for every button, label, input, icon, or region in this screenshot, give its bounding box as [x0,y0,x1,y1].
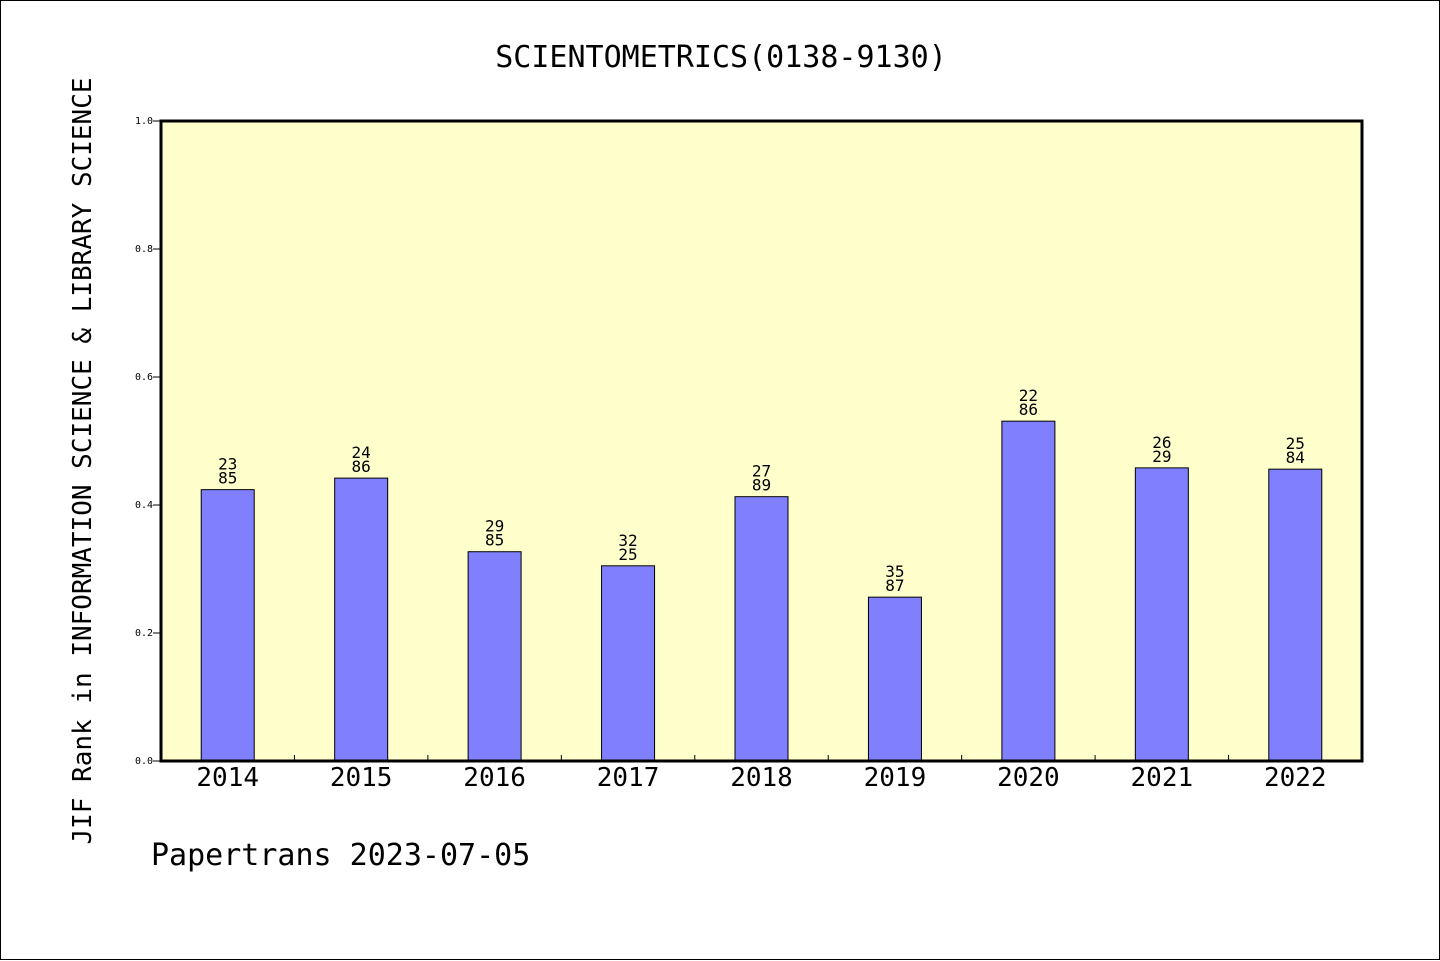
bar-label-top: 29 [485,517,504,536]
y-tick-label: 0.6 [135,372,153,383]
bar [200,489,255,762]
bar [1134,467,1189,762]
y-axis: 0.0 0.2 0.4 0.6 0.8 1.0 [135,116,161,767]
bar-label-bottom: 87 [885,576,904,595]
bar-label-bottom: 85 [218,469,237,488]
footer-credit: Papertrans 2023-07-05 [151,838,530,873]
x-tick-label: 2021 [1131,763,1194,793]
bar [467,551,522,762]
bar-label-top: 24 [352,443,371,462]
bar-label-bottom: 84 [1286,448,1305,467]
bar-label-bottom: 89 [752,476,771,495]
x-tick-label: 2016 [463,763,526,793]
y-tick-label: 1.0 [135,116,153,127]
bar-label-top: 35 [885,562,904,581]
bar [601,565,656,762]
bar-label-bottom: 29 [1152,447,1171,466]
bar-label-bottom: 85 [485,531,504,550]
bar-label-top: 32 [618,531,637,550]
bar-label-top: 25 [1286,434,1305,453]
bar-label-bottom: 25 [618,545,637,564]
bar-series [200,420,1323,762]
bar [1268,468,1323,762]
y-tick-label: 0.2 [135,628,153,639]
y-tick-label: 0.4 [135,500,153,511]
bar [1001,420,1056,762]
x-tick-label: 2017 [597,763,660,793]
bar-label-top: 27 [752,462,771,481]
bar-label-top: 22 [1019,386,1038,405]
bar-label-bottom: 86 [352,457,371,476]
bar [334,477,389,762]
bar-label-top: 23 [218,455,237,474]
plot-border [159,119,1364,763]
x-tick-label: 2018 [730,763,793,793]
x-tick-label: 2020 [997,763,1060,793]
bar [867,596,922,762]
chart-title: SCIENTOMETRICS(0138-9130) [495,40,947,75]
y-tick-label: 0.0 [135,756,153,767]
y-tick-label: 0.8 [135,244,153,255]
x-axis: 2014 2015 2016 2017 2018 2019 2020 2021 2022 [196,755,1327,793]
bar-label-top: 26 [1152,433,1171,452]
x-tick-label: 2014 [196,763,259,793]
x-tick-label: 2015 [330,763,393,793]
bar-label-bottom: 86 [1019,400,1038,419]
y-axis-label: JIF Rank in INFORMATION SCIENCE & LIBRAR… [68,77,98,844]
bar [734,496,789,762]
x-tick-label: 2019 [864,763,927,793]
x-tick-label: 2022 [1264,763,1327,793]
